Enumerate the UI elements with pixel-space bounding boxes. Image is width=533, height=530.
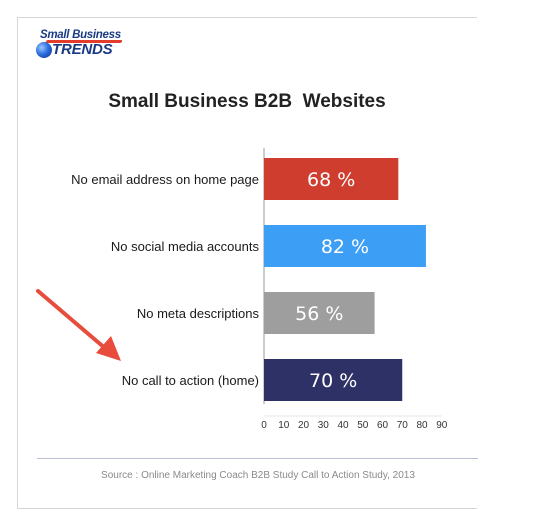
bar-1: [264, 158, 399, 200]
x-tick-label: 60: [377, 420, 389, 431]
divider-line: [37, 458, 478, 459]
x-tick-label: 30: [318, 420, 330, 431]
globe-icon: [36, 42, 52, 58]
chart-title: Small Business B2B Websites: [108, 91, 386, 112]
x-tick-label: 40: [337, 420, 349, 431]
bar-2: [264, 225, 426, 267]
x-tick-label: 50: [357, 420, 369, 431]
x-tick-label: 70: [397, 420, 409, 431]
bar-value-label: 70 %: [309, 370, 357, 392]
category-label: No email address on home page: [71, 172, 259, 187]
small-business-trends-logo[interactable]: Small Business TRENDS: [34, 28, 126, 64]
logo-line-1: Small Business: [40, 29, 121, 41]
bar-value-label: 56 %: [295, 303, 343, 325]
bar-value-label: 68 %: [307, 169, 355, 191]
logo-line-2: TRENDS: [52, 41, 113, 58]
category-label: No call to action (home): [122, 373, 259, 388]
bar-value-label: 82 %: [321, 236, 369, 258]
x-tick-label: 90: [436, 420, 448, 431]
x-tick-label: 0: [261, 420, 267, 431]
x-tick-label: 80: [416, 420, 428, 431]
bar-4: [264, 359, 403, 401]
source-note: Source : Online Marketing Coach B2B Stud…: [101, 470, 415, 481]
annotation-arrow-head: [96, 336, 121, 361]
annotation-arrow-shaft: [36, 289, 108, 351]
category-label: No social media accounts: [111, 239, 260, 254]
x-tick-label: 20: [298, 420, 310, 431]
category-label: No meta descriptions: [137, 306, 260, 321]
bar-3: [264, 292, 375, 334]
x-tick-label: 10: [278, 420, 290, 431]
